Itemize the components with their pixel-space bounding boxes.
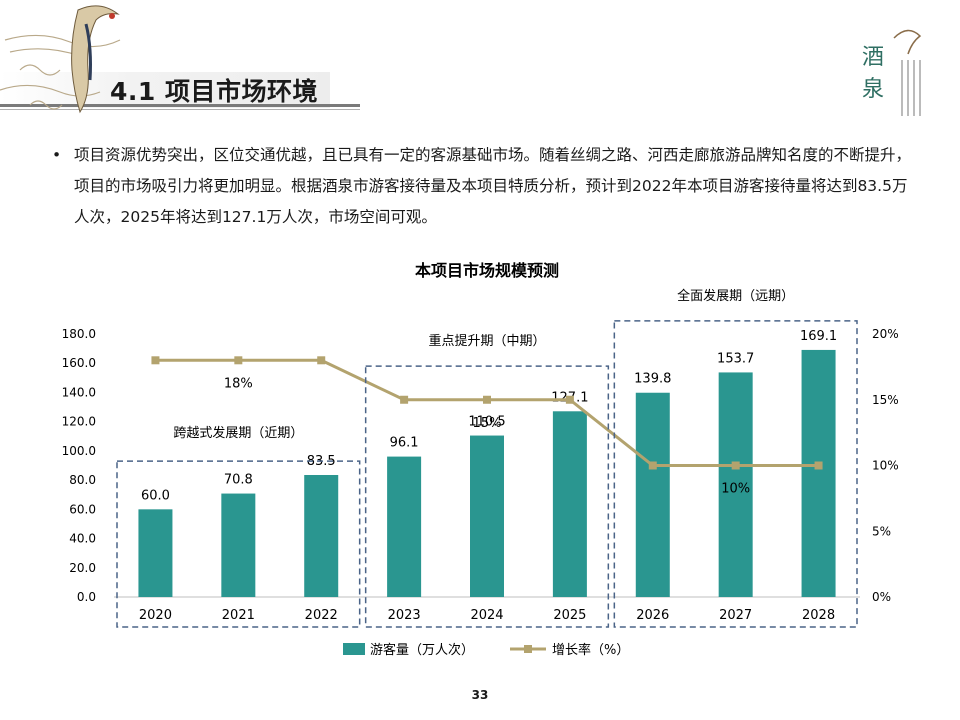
- legend-bar-swatch: [343, 643, 365, 655]
- x-axis-tick: 2028: [802, 608, 835, 623]
- growth-rate-point-2023: [400, 395, 409, 404]
- page-number: 33: [471, 688, 489, 702]
- intro-bullet: • 项目资源优势突出，区位交通优越，且已具有一定的客源基础市场。随着丝绸之路、河…: [52, 140, 912, 233]
- crane-decoration-icon: [0, 5, 121, 114]
- jiuquan-culture-logo-icon: 酒 泉: [862, 29, 922, 116]
- growth-rate-label: 10%: [721, 482, 750, 497]
- legend-line-label: 增长率（%）: [552, 642, 629, 658]
- header-divider: [0, 104, 360, 107]
- right-axis-tick: 5%: [872, 524, 891, 538]
- x-axis-tick: 2022: [305, 608, 338, 623]
- bar-2020: [138, 509, 173, 597]
- legend-bar-label: 游客量（万人次）: [370, 642, 474, 658]
- left-axis-tick: 160.0: [62, 356, 96, 370]
- bar-value-label: 153.7: [717, 351, 754, 366]
- growth-rate-point-2022: [317, 356, 326, 365]
- x-axis-tick: 2027: [719, 608, 752, 623]
- legend-line-marker: [524, 645, 532, 653]
- growth-rate-point-2025: [565, 395, 574, 404]
- phase-box: [364, 365, 610, 628]
- phase-label: 重点提升期（中期）: [428, 333, 545, 349]
- left-axis-tick: 80.0: [69, 473, 96, 487]
- growth-rate-label: 18%: [224, 376, 253, 391]
- growth-rate-point-2027: [731, 461, 740, 470]
- x-axis-tick: 2026: [636, 608, 669, 623]
- bar-2025: [552, 411, 587, 597]
- growth-rate-point-2021: [234, 356, 243, 365]
- x-axis-tick: 2025: [553, 608, 586, 623]
- x-axis-tick: 2024: [470, 608, 503, 623]
- left-axis-tick: 180.0: [62, 327, 96, 341]
- bar-2021: [221, 493, 256, 597]
- chart-title: 本项目市场规模预测: [415, 261, 559, 280]
- bar-value-label: 70.8: [224, 473, 253, 488]
- bar-value-label: 60.0: [141, 488, 170, 503]
- right-axis-tick: 15%: [872, 393, 899, 407]
- bar-2022: [304, 474, 339, 597]
- bar-2028: [801, 349, 836, 597]
- bar-value-label: 169.1: [800, 329, 837, 344]
- x-axis-tick: 2021: [222, 608, 255, 623]
- bar-2024: [470, 435, 504, 597]
- x-axis-tick: 2023: [388, 608, 421, 623]
- left-axis-tick: 140.0: [62, 385, 96, 399]
- left-axis-tick: 100.0: [62, 444, 96, 458]
- phase-box: [613, 320, 858, 628]
- market-forecast-chart: 本项目市场规模预测 0.0 20.0 40.0 60.0 80.0 100.0 120.0 14…: [62, 261, 899, 658]
- phase-label: 跨越式发展期（近期）: [173, 425, 303, 441]
- right-axis-tick: 10%: [872, 459, 899, 473]
- bar-value-label: 139.8: [634, 372, 671, 387]
- bar-value-label: 96.1: [390, 436, 419, 451]
- x-axis-tick: 2020: [139, 608, 172, 623]
- bullet-dot-icon: •: [52, 146, 62, 164]
- right-axis-tick: 20%: [872, 327, 899, 341]
- left-axis-tick: 120.0: [62, 415, 96, 429]
- intro-text: 项目资源优势突出，区位交通优越，且已具有一定的客源基础市场。随着丝绸之路、河西走…: [74, 146, 912, 226]
- logo-char-1: 酒: [862, 45, 884, 70]
- bar-value-label: 110.5: [468, 415, 505, 430]
- header-divider-thin: [0, 109, 360, 110]
- growth-rate-point-2026: [648, 461, 657, 470]
- logo-char-2: 泉: [862, 77, 884, 102]
- right-axis-tick: 0%: [872, 590, 891, 604]
- bar-2027: [718, 372, 753, 597]
- page-title: 4.1 项目市场环境: [110, 77, 318, 106]
- growth-rate-point-2024: [483, 395, 491, 404]
- bar-2026: [635, 392, 670, 597]
- growth-rate-point-2020: [151, 356, 160, 365]
- growth-rate-label: 15%: [473, 416, 502, 431]
- growth-rate-point-2028: [814, 461, 823, 470]
- left-axis-tick: 60.0: [69, 502, 96, 516]
- left-axis-tick: 40.0: [69, 532, 96, 546]
- left-axis-tick: 0.0: [77, 590, 96, 604]
- bar-2023: [387, 456, 422, 597]
- phase-box: [116, 460, 361, 628]
- left-axis-tick: 20.0: [69, 561, 96, 575]
- phase-label: 全面发展期（远期）: [677, 288, 794, 304]
